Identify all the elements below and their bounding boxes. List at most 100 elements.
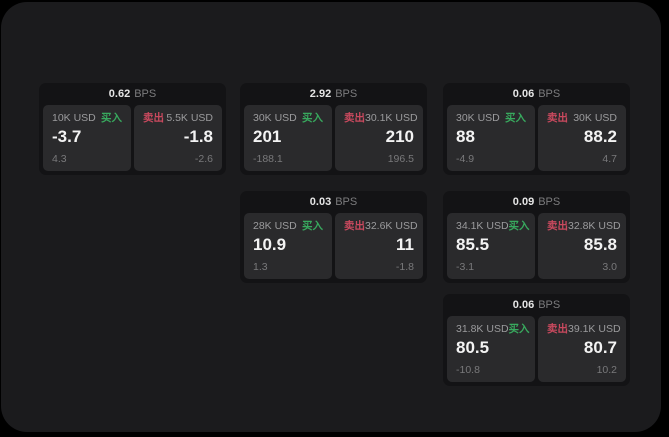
buy-value: 10.9 (253, 235, 287, 254)
sell-value: 210 (385, 127, 414, 146)
buy-panel[interactable]: 34.1K USD 买入 85.5 -3.1 (447, 213, 535, 279)
buy-amount-label: 30K USD (253, 112, 297, 124)
sell-panel[interactable]: 卖出 39.1K USD 80.7 10.2 (538, 316, 626, 382)
bps-value: 0.06 (512, 88, 535, 100)
quote-card[interactable]: 0.06 BPS 30K USD 买入 88 -4.9 卖出 30K USD 88… (443, 83, 630, 175)
buy-sub-value: -188.1 (253, 153, 283, 165)
quote-card[interactable]: 0.62 BPS 10K USD 买入 -3.7 4.3 卖出 5.5K USD … (39, 83, 226, 175)
buy-panel-top: 30K USD 买入 (456, 112, 526, 124)
bps-value: 0.09 (512, 196, 535, 208)
sell-panel[interactable]: 卖出 30K USD 88.2 4.7 (538, 105, 626, 171)
quotes-panel: 0.62 BPS 10K USD 买入 -3.7 4.3 卖出 5.5K USD … (1, 2, 661, 432)
sell-value: -1.8 (183, 127, 213, 146)
buy-amount-label: 30K USD (456, 112, 500, 124)
sell-side-label: 卖出 (143, 112, 164, 124)
buy-value: 85.5 (456, 235, 490, 254)
buy-panel-top: 10K USD 买入 (52, 112, 122, 124)
sell-amount-label: 5.5K USD (166, 112, 213, 124)
sell-value: 85.8 (583, 235, 617, 254)
buy-panel[interactable]: 30K USD 买入 88 -4.9 (447, 105, 535, 171)
card-body: 28K USD 买入 10.9 1.3 卖出 32.6K USD 11 -1.8 (244, 213, 423, 279)
bps-suffix-label: BPS (134, 88, 157, 100)
sell-panel[interactable]: 卖出 32.8K USD 85.8 3.0 (538, 213, 626, 279)
sell-side-label: 卖出 (547, 220, 568, 232)
sell-panel-top: 卖出 39.1K USD (547, 323, 621, 335)
buy-value: 88 (456, 127, 475, 146)
sell-panel-top: 卖出 32.8K USD (547, 220, 621, 232)
sell-side-label: 卖出 (547, 112, 568, 124)
sell-panel-top: 卖出 30.1K USD (344, 112, 418, 124)
card-body: 10K USD 买入 -3.7 4.3 卖出 5.5K USD -1.8 -2.… (43, 105, 222, 171)
bps-value: 0.06 (512, 299, 535, 311)
sell-side-label: 卖出 (547, 323, 568, 335)
buy-side-label: 买入 (505, 112, 526, 124)
sell-panel[interactable]: 卖出 5.5K USD -1.8 -2.6 (134, 105, 222, 171)
buy-panel-top: 34.1K USD 买入 (456, 220, 530, 232)
buy-panel[interactable]: 10K USD 买入 -3.7 4.3 (43, 105, 131, 171)
buy-panel-top: 31.8K USD 买入 (456, 323, 530, 335)
sell-sub-value: 196.5 (387, 153, 414, 165)
sell-amount-label: 32.8K USD (568, 220, 621, 232)
card-body: 30K USD 买入 88 -4.9 卖出 30K USD 88.2 4.7 (447, 105, 626, 171)
buy-value: -3.7 (52, 127, 82, 146)
card-header: 0.06 BPS (447, 83, 626, 105)
buy-amount-label: 31.8K USD (456, 323, 509, 335)
buy-panel[interactable]: 30K USD 买入 201 -188.1 (244, 105, 332, 171)
sell-sub-value: 4.7 (602, 153, 617, 165)
sell-amount-label: 32.6K USD (365, 220, 418, 232)
sell-sub-value: 3.0 (602, 261, 617, 273)
sell-amount-label: 30.1K USD (365, 112, 418, 124)
sell-side-label: 卖出 (344, 220, 365, 232)
quote-card[interactable]: 0.03 BPS 28K USD 买入 10.9 1.3 卖出 32.6K USD… (240, 191, 427, 283)
bps-suffix-label: BPS (538, 88, 561, 100)
card-body: 30K USD 买入 201 -188.1 卖出 30.1K USD 210 1… (244, 105, 423, 171)
sell-value: 80.7 (583, 338, 617, 357)
quote-card[interactable]: 2.92 BPS 30K USD 买入 201 -188.1 卖出 30.1K U… (240, 83, 427, 175)
card-body: 34.1K USD 买入 85.5 -3.1 卖出 32.8K USD 85.8… (447, 213, 626, 279)
buy-panel-top: 30K USD 买入 (253, 112, 323, 124)
buy-sub-value: 4.3 (52, 153, 67, 165)
buy-panel[interactable]: 31.8K USD 买入 80.5 -10.8 (447, 316, 535, 382)
card-body: 31.8K USD 买入 80.5 -10.8 卖出 39.1K USD 80.… (447, 316, 626, 382)
sell-panel[interactable]: 卖出 32.6K USD 11 -1.8 (335, 213, 423, 279)
buy-value: 201 (253, 127, 282, 146)
bps-suffix-label: BPS (538, 299, 561, 311)
sell-panel-top: 卖出 30K USD (547, 112, 617, 124)
card-header: 0.03 BPS (244, 191, 423, 213)
buy-amount-label: 34.1K USD (456, 220, 509, 232)
bps-value: 0.03 (309, 196, 332, 208)
sell-panel-top: 卖出 5.5K USD (143, 112, 213, 124)
buy-sub-value: -4.9 (456, 153, 475, 165)
bps-suffix-label: BPS (335, 196, 358, 208)
buy-sub-value: 1.3 (253, 261, 268, 273)
sell-value: 88.2 (583, 127, 617, 146)
card-header: 0.62 BPS (43, 83, 222, 105)
sell-panel[interactable]: 卖出 30.1K USD 210 196.5 (335, 105, 423, 171)
buy-side-label: 买入 (508, 323, 530, 335)
bps-suffix-label: BPS (538, 196, 561, 208)
bps-value: 0.62 (108, 88, 131, 100)
card-header: 2.92 BPS (244, 83, 423, 105)
buy-side-label: 买入 (508, 220, 530, 232)
buy-sub-value: -10.8 (456, 364, 480, 376)
sell-value: 11 (396, 235, 414, 254)
buy-panel-top: 28K USD 买入 (253, 220, 323, 232)
sell-amount-label: 30K USD (573, 112, 617, 124)
buy-sub-value: -3.1 (456, 261, 475, 273)
sell-amount-label: 39.1K USD (568, 323, 621, 335)
sell-side-label: 卖出 (344, 112, 365, 124)
buy-side-label: 买入 (302, 112, 323, 124)
buy-side-label: 买入 (302, 220, 323, 232)
quote-card[interactable]: 0.06 BPS 31.8K USD 买入 80.5 -10.8 卖出 39.1K… (443, 294, 630, 386)
buy-amount-label: 10K USD (52, 112, 96, 124)
quote-card[interactable]: 0.09 BPS 34.1K USD 买入 85.5 -3.1 卖出 32.8K … (443, 191, 630, 283)
buy-side-label: 买入 (101, 112, 122, 124)
buy-panel[interactable]: 28K USD 买入 10.9 1.3 (244, 213, 332, 279)
bps-suffix-label: BPS (335, 88, 358, 100)
buy-amount-label: 28K USD (253, 220, 297, 232)
buy-value: 80.5 (456, 338, 490, 357)
sell-sub-value: 10.2 (596, 364, 617, 376)
bps-value: 2.92 (309, 88, 332, 100)
sell-sub-value: -1.8 (395, 261, 414, 273)
